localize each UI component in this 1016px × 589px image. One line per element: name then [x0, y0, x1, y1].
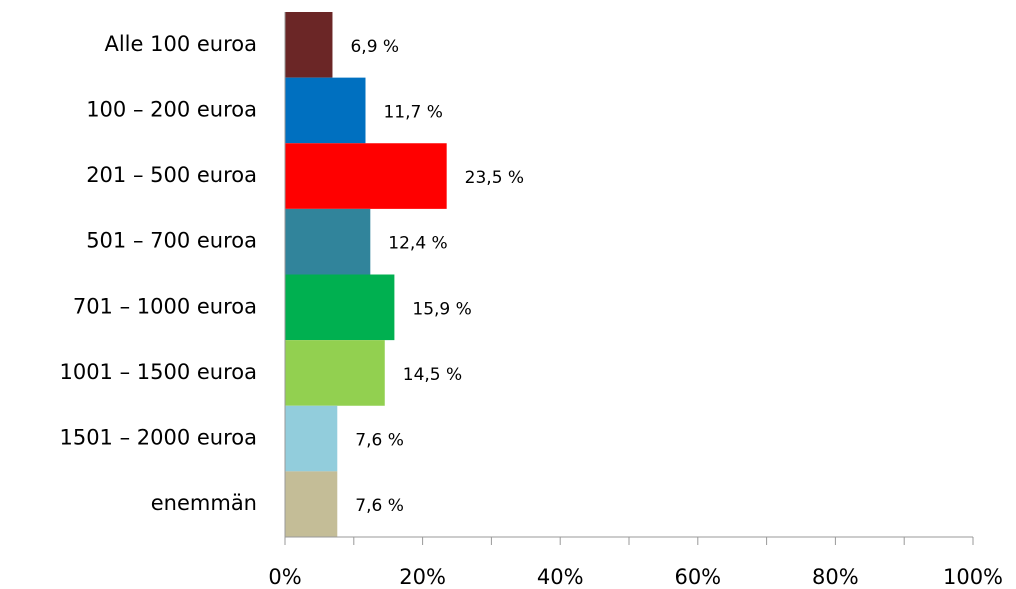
x-tick-label: 80% [812, 565, 859, 589]
x-tick-label: 20% [399, 565, 446, 589]
category-label: 701 – 1000 euroa [73, 294, 257, 318]
bar [285, 12, 333, 78]
x-tick-label: 0% [268, 565, 301, 589]
category-label: 501 – 700 euroa [86, 229, 257, 253]
x-tick-label: 100% [943, 565, 1003, 589]
category-label: 201 – 500 euroa [86, 163, 257, 187]
value-label: 7,6 % [355, 496, 404, 516]
value-label: 23,5 % [465, 168, 524, 188]
x-tick-label: 40% [537, 565, 584, 589]
bar [285, 143, 447, 209]
category-label: 1501 – 2000 euroa [59, 426, 257, 450]
value-label: 15,9 % [412, 299, 471, 319]
bar [285, 405, 338, 472]
value-label: 7,6 % [355, 431, 404, 451]
value-label: 6,9 % [350, 37, 399, 57]
category-label: 100 – 200 euroa [86, 97, 257, 121]
bar [285, 274, 395, 341]
bar [285, 208, 371, 275]
category-label: 1001 – 1500 euroa [59, 360, 257, 384]
value-label: 11,7 % [383, 102, 442, 122]
x-tick-label: 60% [674, 565, 721, 589]
bar [285, 471, 338, 537]
value-label: 12,4 % [388, 234, 447, 254]
category-label: enemmän [151, 491, 257, 515]
category-label: Alle 100 euroa [104, 32, 257, 56]
bar [285, 340, 385, 406]
bar [285, 77, 366, 144]
value-label: 14,5 % [403, 365, 462, 385]
